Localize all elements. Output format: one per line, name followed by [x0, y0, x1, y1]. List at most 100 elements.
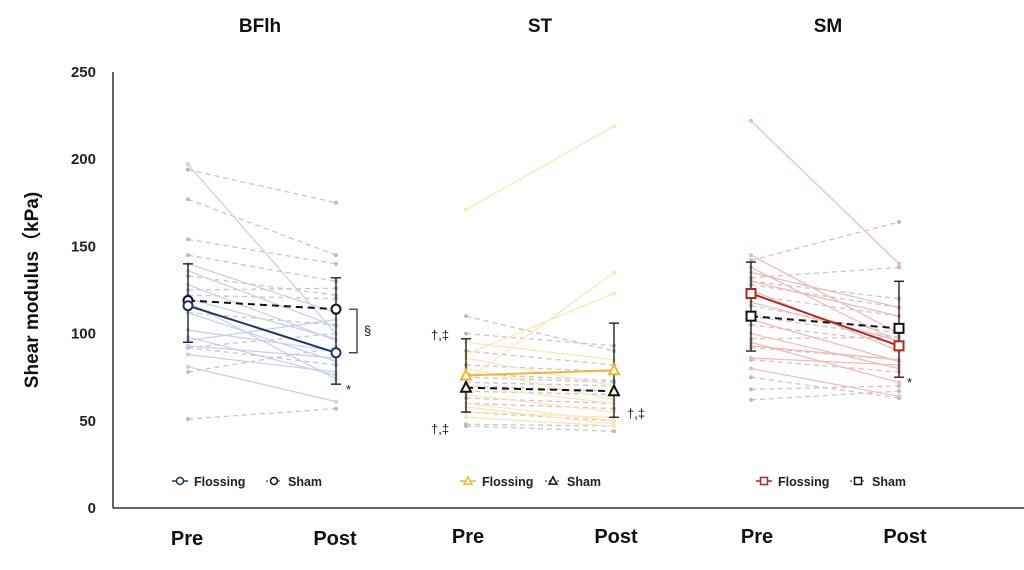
individual-sham-line — [187, 275, 337, 296]
x-tick-pre: Pre — [171, 528, 203, 550]
individual-sham-line — [465, 350, 615, 366]
individual-sham-line — [465, 390, 615, 396]
individual-sham-line — [187, 287, 337, 291]
individual-sham-point — [334, 261, 338, 266]
individual-flossing-line — [750, 341, 900, 384]
individual-sham-point — [897, 265, 901, 270]
panel-title: SM — [814, 16, 843, 37]
individual-sham-point — [464, 424, 468, 429]
panel-st: ST Pre Post †,‡ †,‡ †,‡ Flossing Sham — [431, 16, 645, 548]
y-tick-label: 250 — [71, 64, 96, 81]
individual-flossing-line — [187, 298, 337, 340]
individual-sham-line — [187, 346, 337, 373]
individual-sham-line — [465, 402, 615, 410]
individual-flossing-point — [464, 207, 468, 212]
individual-sham-point — [749, 375, 753, 380]
individual-sham-line — [750, 359, 900, 373]
individual-flossing-line — [465, 341, 615, 361]
individual-sham-point — [334, 253, 338, 258]
annotation-section-sign: § — [364, 323, 371, 338]
individual-flossing-point — [612, 291, 616, 296]
individual-sham-line — [465, 397, 615, 405]
individual-flossing-line — [750, 120, 900, 265]
sham-mean-marker — [745, 310, 757, 322]
individual-flossing-line — [187, 336, 337, 377]
annotation-asterisk: * — [907, 375, 912, 390]
individual-flossing-point — [334, 399, 338, 404]
sham-mean-line — [187, 299, 337, 311]
individual-flossing-line — [465, 406, 615, 425]
individual-flossing-line — [187, 366, 337, 403]
y-tick-label: 50 — [79, 413, 96, 430]
individual-sham-point — [897, 383, 901, 388]
legend-flossing-label: Flossing — [482, 475, 533, 489]
individual-flossing-line — [465, 272, 615, 382]
flossing-mean-marker — [607, 362, 621, 376]
individual-flossing-point — [897, 380, 901, 385]
y-tick-label: 200 — [71, 151, 96, 168]
x-tick-post: Post — [883, 526, 927, 548]
legend-sham-label: Sham — [872, 475, 906, 489]
legend-sham-label: Sham — [567, 475, 601, 489]
individual-flossing-line — [187, 164, 337, 334]
individual-flossing-point — [186, 364, 190, 369]
legend-flossing-label: Flossing — [778, 475, 829, 489]
y-axis-label: Shear modulus（kPa) — [20, 192, 43, 388]
legend-flossing-marker — [462, 475, 474, 485]
y-tick-label: 0 — [88, 500, 96, 517]
individual-flossing-line — [750, 367, 900, 397]
legend-flossing-marker — [175, 476, 185, 486]
x-tick-pre: Pre — [452, 526, 484, 548]
individual-flossing-point — [186, 352, 190, 357]
individual-sham-line — [750, 221, 900, 261]
individual-sham-line — [465, 364, 615, 373]
individual-sham-point — [334, 200, 338, 205]
individual-sham-point — [897, 389, 901, 394]
individual-sham-point — [749, 397, 753, 402]
individual-flossing-point — [186, 162, 190, 167]
individual-flossing-line — [465, 292, 615, 356]
individual-flossing-line — [750, 345, 900, 361]
individual-sham-line — [750, 385, 900, 391]
individual-sham-line — [465, 423, 615, 427]
individual-flossing-line — [465, 416, 615, 427]
sham-mean-marker — [893, 322, 905, 334]
individual-flossing-point — [749, 366, 753, 371]
individual-flossing-point — [749, 356, 753, 361]
individual-flossing-line — [750, 254, 900, 335]
individual-flossing-line — [465, 125, 615, 211]
individual-flossing-point — [612, 124, 616, 129]
individual-sham-point — [186, 369, 190, 374]
legend-sham-marker — [269, 476, 279, 486]
individual-sham-point — [186, 417, 190, 422]
individual-sham-line — [187, 294, 337, 300]
flossing-mean-line — [187, 304, 337, 354]
individual-flossing-line — [750, 333, 900, 370]
individual-sham-line — [465, 315, 615, 352]
flossing-mean-marker — [745, 287, 757, 299]
sham-mean-line — [750, 315, 900, 330]
individual-sham-line — [465, 376, 615, 384]
panel-title: BFlh — [239, 16, 281, 37]
individual-flossing-line — [750, 357, 900, 366]
flossing-mean-line — [465, 369, 615, 377]
flossing-mean-marker — [893, 340, 905, 352]
flossing-mean-marker — [459, 367, 473, 381]
flossing-mean-marker — [330, 347, 342, 359]
annotation-dagger: †,‡ — [431, 327, 449, 342]
individual-sham-line — [187, 254, 337, 282]
individual-sham-point — [897, 219, 901, 224]
individual-sham-point — [612, 429, 616, 434]
y-tick-label: 150 — [71, 238, 96, 255]
individual-flossing-point — [749, 253, 753, 258]
individual-flossing-point — [612, 270, 616, 275]
legend-sham-marker — [547, 475, 559, 485]
individual-flossing-line — [750, 319, 900, 363]
individual-sham-line — [187, 407, 337, 420]
individual-flossing-line — [750, 266, 900, 343]
individual-flossing-point — [464, 415, 468, 420]
individual-sham-line — [465, 373, 615, 382]
individual-sham-line — [750, 294, 900, 317]
individual-sham-line — [187, 169, 337, 204]
x-tick-post: Post — [313, 528, 357, 550]
